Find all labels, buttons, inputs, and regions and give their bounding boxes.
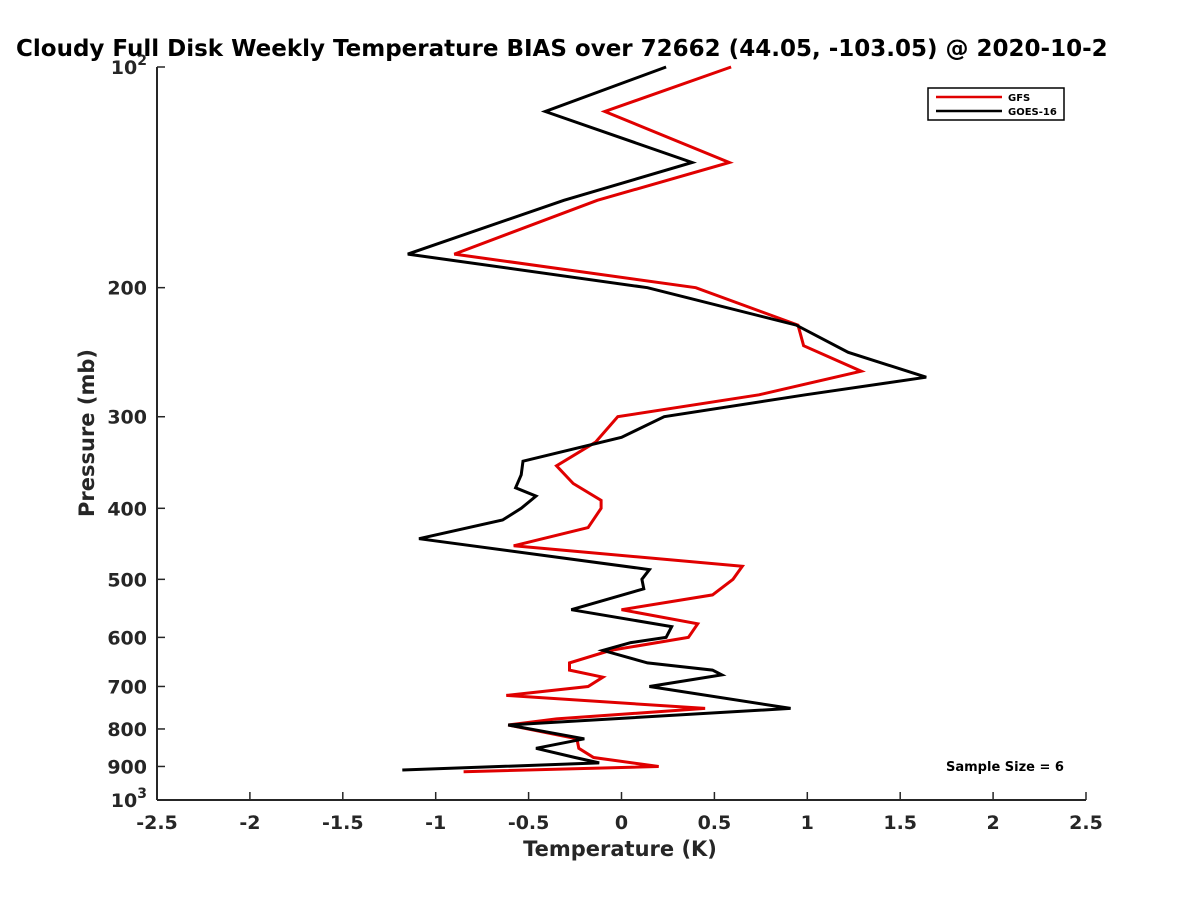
x-axis-label: Temperature (K): [523, 837, 717, 861]
series-layer: [402, 65, 927, 774]
x-tick-label: -1: [425, 812, 446, 834]
y-tick-label: 700: [107, 676, 147, 698]
x-tick-label: -2: [239, 812, 260, 834]
chart-title: Cloudy Full Disk Weekly Temperature BIAS…: [16, 36, 1108, 62]
sample-size-annotation: Sample Size = 6: [946, 760, 1064, 775]
x-tick-label: 1: [801, 812, 814, 834]
y-tick-label: 102: [111, 53, 147, 79]
x-tick-label: 0.5: [698, 812, 732, 834]
plot-area: [156, 67, 1086, 801]
y-tick-label: 200: [107, 278, 147, 300]
legend-box: [927, 87, 1065, 121]
y-tick-label: 300: [107, 407, 147, 429]
x-tick-label: -0.5: [508, 812, 550, 834]
y-axis: 102 200 300 400 500 600 700 800 900 103: [107, 53, 165, 812]
series-line-goes16: [402, 65, 927, 772]
series-line-gfs: [453, 65, 866, 774]
legend-label-gfs: GFS: [1008, 93, 1030, 104]
x-tick-label: 2.5: [1069, 812, 1103, 834]
y-tick-label: 800: [107, 719, 147, 741]
x-tick-label: -2.5: [136, 812, 178, 834]
x-tick-label: -1.5: [322, 812, 364, 834]
y-tick-label: 900: [107, 756, 147, 778]
y-axis-label: Pressure (mb): [75, 349, 99, 517]
y-tick-label: 103: [111, 786, 147, 812]
y-tick-label: 500: [107, 569, 147, 591]
y-tick-label: 600: [107, 627, 147, 649]
x-axis: -2.5 -2 -1.5 -1 -0.5 0 0.5 1 1.5 2 2.5: [136, 792, 1103, 834]
x-tick-label: 0: [615, 812, 628, 834]
legend: GFS GOES-16: [927, 87, 1065, 121]
y-tick-label: 400: [107, 498, 147, 520]
x-tick-label: 1.5: [883, 812, 917, 834]
x-tick-label: 2: [986, 812, 999, 834]
legend-label-goes16: GOES-16: [1008, 107, 1057, 118]
